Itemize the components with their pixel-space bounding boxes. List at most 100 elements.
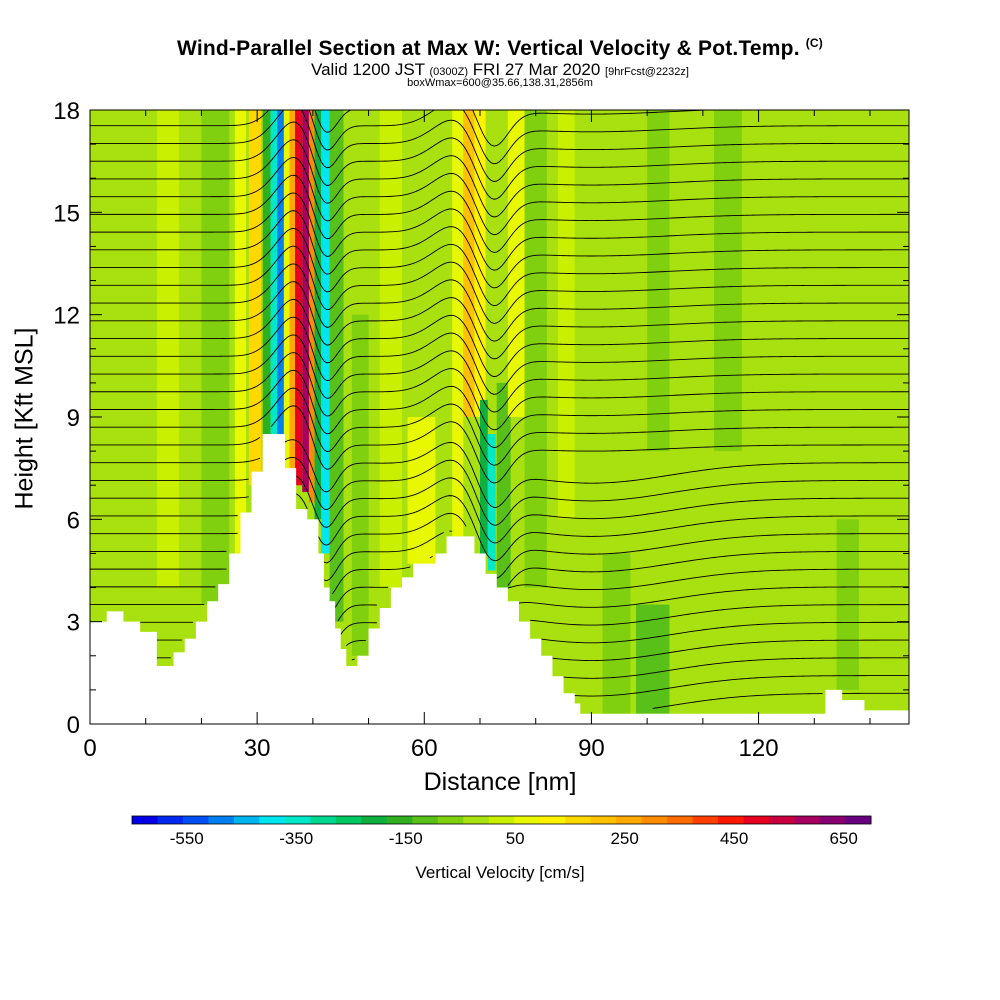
theta-contour <box>574 675 909 697</box>
colorbar-swatch <box>514 816 541 824</box>
velocity-band <box>636 604 670 714</box>
theta-contour <box>318 495 909 562</box>
theta-contour <box>90 139 909 218</box>
theta-contour <box>90 478 249 481</box>
colorbar-swatch <box>412 816 439 824</box>
velocity-band <box>496 382 511 588</box>
theta-contour <box>346 639 366 646</box>
theta-contour <box>507 568 909 591</box>
theta-contour <box>340 622 377 635</box>
colorbar-swatch <box>769 816 796 824</box>
x-tick-label: 60 <box>411 735 438 762</box>
velocity-band <box>647 110 670 452</box>
colorbar-swatch <box>718 816 745 824</box>
velocity-band <box>283 110 290 469</box>
colorbar-swatch <box>284 816 311 824</box>
axes: 0 30 60 90 120 0 3 6 9 12 15 18 <box>53 98 909 762</box>
colorbar-swatch <box>437 816 464 824</box>
theta-contour <box>90 437 261 446</box>
theta-contour <box>90 298 909 378</box>
theta-contour <box>284 456 909 526</box>
theta-contour <box>284 439 909 508</box>
y-tick-label: 3 <box>67 610 80 637</box>
velocity-band <box>875 110 909 711</box>
x-tick-label: 120 <box>739 735 779 762</box>
colorbar-tick-label: -150 <box>389 829 423 848</box>
colorbar-swatch <box>794 816 821 824</box>
theta-contour <box>507 550 909 586</box>
colorbar-swatch <box>259 816 286 824</box>
y-tick-label: 6 <box>67 507 80 534</box>
x-axis-title: Distance [nm] <box>423 768 577 796</box>
velocity-band <box>234 110 246 554</box>
y-tick-label: 0 <box>67 712 80 739</box>
colorbar-frame <box>131 815 872 825</box>
colorbar-swatch <box>463 816 490 824</box>
theta-contour <box>90 156 909 236</box>
subtitle-date: FRI 27 Mar 2020 <box>472 60 601 79</box>
theta-contour <box>90 352 909 431</box>
velocity-band <box>714 110 742 452</box>
velocity-band <box>524 110 547 588</box>
velocity-band <box>277 110 284 435</box>
colorbar-swatch <box>488 816 515 824</box>
theta-contour <box>334 586 389 608</box>
colorbar-swatch <box>386 816 413 824</box>
subtitle-valid: Valid 1200 JST <box>311 60 425 79</box>
velocity-band <box>321 110 330 554</box>
y-tick-label: 15 <box>53 200 80 227</box>
theta-contour <box>295 493 308 510</box>
theta-contour <box>518 586 909 608</box>
colorbar-swatch <box>820 816 847 824</box>
colorbar-swatch <box>616 816 643 824</box>
x-tick-label: 30 <box>244 735 271 762</box>
velocity-band <box>295 110 303 486</box>
colorbar-swatch <box>692 816 719 824</box>
colorbar-swatch <box>590 816 617 824</box>
theta-contour <box>563 657 909 679</box>
x-tick-label: 90 <box>578 735 605 762</box>
velocity-bands <box>112 110 909 714</box>
velocity-band <box>463 110 475 417</box>
theta-contour <box>496 533 909 579</box>
y-axis-title: Height [Kft MSL] <box>10 327 39 510</box>
theta-contour <box>351 658 355 661</box>
colorbar-title: Vertical Velocity [cm/s] <box>415 863 585 882</box>
chart-subtitle: Valid 1200 JST (0300Z) FRI 27 Mar 2020 [… <box>0 60 1000 80</box>
colorbar-tick-label: 250 <box>610 829 638 848</box>
velocity-band <box>558 110 575 520</box>
theta-contour <box>429 555 433 559</box>
colorbar-swatch <box>539 816 566 824</box>
theta-contour <box>337 604 377 622</box>
velocity-band <box>407 417 436 564</box>
colorbar-swatch <box>667 816 694 824</box>
chart-title: Wind-Parallel Section at Max W: Vertical… <box>0 36 1000 61</box>
theta-contour <box>90 174 909 253</box>
colorbar-swatch <box>208 816 235 824</box>
theta-contour <box>295 475 909 544</box>
theta-contour <box>90 110 909 165</box>
colorbar: -550 -350 -150 50 250 450 650 <box>131 815 872 848</box>
velocity-band <box>480 399 488 554</box>
theta-contour <box>90 457 261 464</box>
colorbar-swatch <box>641 816 668 824</box>
chart-subtitle-box: boxWmax=600@35.66,138.31,2856m <box>407 77 593 89</box>
theta-contour <box>90 387 909 466</box>
colorbar-tick-label: -550 <box>170 829 204 848</box>
colorbar-swatch <box>157 816 184 824</box>
y-tick-label: 18 <box>53 98 80 125</box>
velocity-band <box>487 434 496 571</box>
velocity-band <box>201 110 230 605</box>
theta-contour <box>90 496 249 499</box>
theta-contour <box>90 316 909 395</box>
colorbar-swatch <box>845 816 872 824</box>
plot-area <box>90 110 909 724</box>
theta-contour <box>90 281 909 360</box>
velocity-band <box>270 110 278 435</box>
colorbar-swatch <box>132 816 158 824</box>
velocity-band <box>602 553 631 714</box>
velocity-band <box>474 110 486 417</box>
colorbar-swatch <box>565 816 592 824</box>
theta-contour <box>331 566 411 595</box>
